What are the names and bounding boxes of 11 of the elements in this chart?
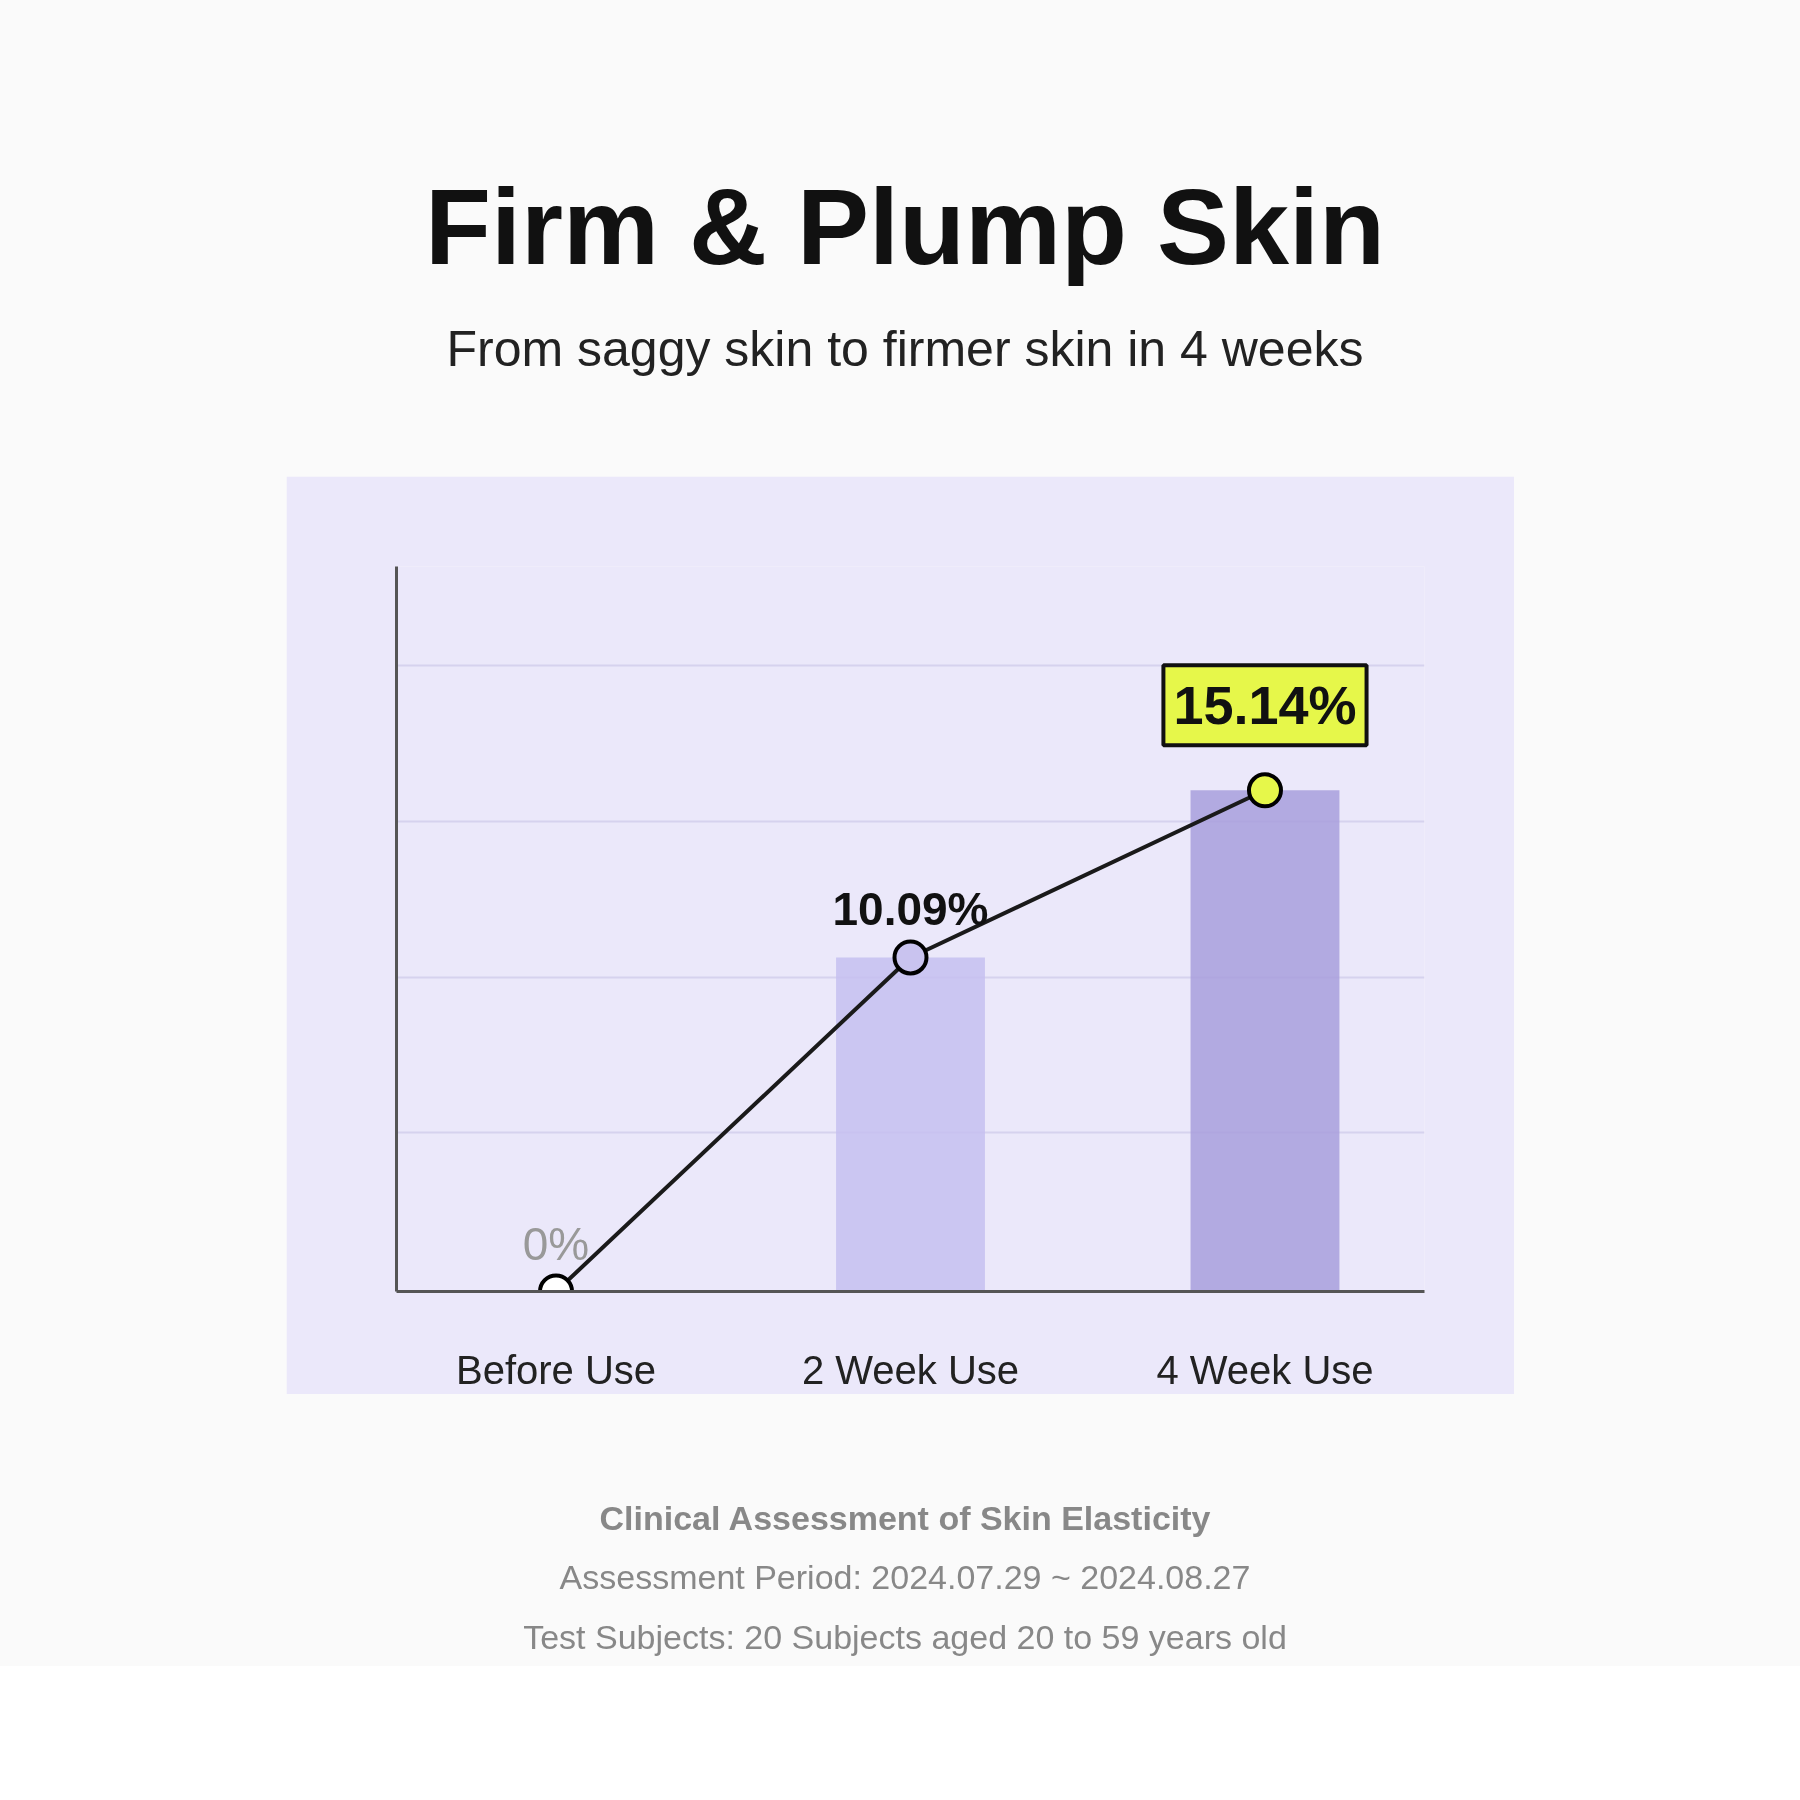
- data-label: 10.09%: [832, 883, 989, 936]
- data-label: 0%: [522, 1217, 590, 1270]
- text: Test Subjects: 20 Subjects aged 20 to 59 years old: [523, 1616, 1287, 1658]
- text: Clinical Assessment of Skin Elasticity: [599, 1497, 1211, 1539]
- x-tick-label: 2 Week Use: [801, 1347, 1020, 1392]
- x-tick-label: Before Use: [455, 1347, 657, 1392]
- chart-subtitle: From saggy skin to firmer skin in 4 weeks: [446, 320, 1364, 380]
- x-tick-label: 4 Week Use: [1156, 1347, 1374, 1392]
- chart-title: Firm & Plump Skin: [424, 165, 1386, 289]
- data-label: 15.14%: [1173, 674, 1357, 735]
- text: Assessment Period: 2024.07.29 ~ 2024.08.27: [559, 1557, 1251, 1599]
